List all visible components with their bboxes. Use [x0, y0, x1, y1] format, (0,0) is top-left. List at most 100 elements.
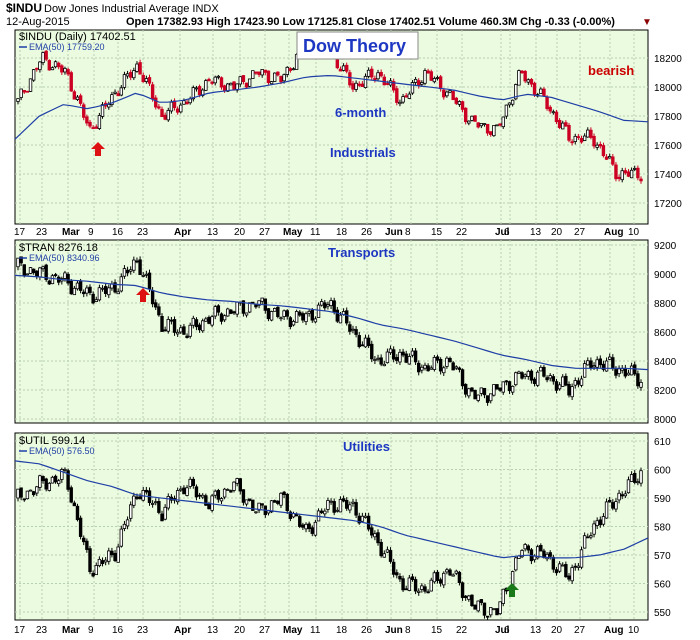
candle-body [172, 319, 177, 333]
candle-body [125, 519, 130, 527]
candle-body [191, 478, 196, 486]
candle-body [175, 490, 180, 503]
candle-body [482, 123, 487, 125]
candle-body [25, 273, 30, 276]
candle-body [232, 311, 236, 314]
candle-body [31, 268, 36, 274]
candle-body [448, 569, 452, 576]
candle-body [169, 101, 174, 112]
menu-triangle-icon[interactable]: ▼ [642, 17, 652, 28]
candle-body [567, 575, 571, 580]
candle-body [520, 70, 524, 74]
annotation-utilities: Utilities [343, 439, 390, 454]
candle-body [285, 66, 289, 75]
candle-body [204, 80, 208, 91]
y-tick-label: 18000 [654, 83, 682, 94]
candle-body [426, 591, 430, 594]
candle-body [266, 70, 271, 83]
candle-body [407, 356, 412, 365]
candle-body [157, 306, 161, 316]
candle-body [442, 572, 446, 586]
candle-body [470, 387, 474, 392]
candle-body [510, 385, 515, 393]
candle-body [435, 571, 440, 581]
y-tick-label: 550 [654, 608, 671, 619]
x-tick-label: Aug [604, 227, 623, 238]
candle-body [78, 95, 83, 104]
candle-body [592, 365, 596, 368]
y-tick-label: 8000 [654, 415, 677, 426]
candle-body [373, 78, 377, 81]
candle-body [554, 111, 559, 123]
y-tick-label: 17600 [654, 141, 682, 152]
candle-body [626, 171, 631, 177]
candle-body [639, 178, 643, 182]
candle-body [579, 137, 584, 143]
candle-body [113, 91, 117, 94]
candle-body [435, 77, 440, 79]
candle-body [454, 366, 458, 369]
candle-body [294, 311, 299, 323]
x-tick-label: 27 [574, 625, 586, 636]
candle-body [276, 500, 280, 504]
x-tick-label: 18 [336, 227, 348, 238]
candle-body [639, 382, 643, 388]
candle-body [573, 380, 577, 386]
candle-body [570, 141, 574, 144]
candle-body [573, 565, 577, 568]
candle-body [269, 311, 274, 321]
candle-body [485, 615, 490, 618]
y-tick-label: 8400 [654, 357, 677, 368]
candle-body [66, 273, 70, 284]
candle-body [244, 82, 249, 88]
candle-body [370, 343, 374, 360]
candle-body [545, 553, 549, 560]
candle-body [467, 388, 471, 397]
candle-body [273, 308, 277, 312]
candle-body [413, 579, 418, 592]
y-tick-label: 8800 [654, 299, 677, 310]
x-tick-label: 6 [504, 227, 510, 238]
candle-body [633, 167, 637, 170]
candle-body [110, 550, 114, 556]
candle-body [485, 123, 490, 134]
candle-body [473, 389, 477, 400]
candle-body [404, 353, 408, 363]
candle-body [601, 516, 606, 525]
candle-body [341, 65, 346, 71]
candle-body [366, 515, 371, 530]
candle-body [523, 70, 527, 82]
candle-body [288, 317, 293, 328]
candle-body [473, 604, 477, 610]
candle-body [557, 119, 562, 128]
candle-body [31, 491, 36, 496]
candle-body [16, 257, 20, 268]
candle-body [360, 515, 365, 522]
candle-body [626, 479, 631, 494]
x-tick-label: 27 [574, 227, 586, 238]
candle-body [35, 67, 39, 70]
candle-body [611, 357, 615, 370]
candle-body [132, 259, 136, 271]
y-tick-label: 560 [654, 580, 671, 591]
candle-body [188, 324, 192, 337]
candle-body [417, 590, 421, 593]
candle-body [188, 478, 192, 487]
candle-body [535, 371, 540, 386]
candle-body [514, 372, 518, 386]
y-tick-label: 570 [654, 551, 671, 562]
candle-body [82, 537, 86, 543]
candle-body [432, 572, 437, 583]
candle-body [629, 474, 634, 482]
candle-body [598, 519, 603, 526]
candle-body [163, 114, 167, 120]
candle-body [251, 301, 255, 304]
y-tick-label: 9000 [654, 270, 677, 281]
candle-body [376, 357, 380, 360]
candle-body [348, 504, 352, 511]
candle-body [338, 68, 343, 72]
candle-body [226, 308, 230, 317]
candle-body [561, 376, 565, 387]
candle-body [235, 478, 239, 484]
x-tick-label: 26 [361, 625, 373, 636]
